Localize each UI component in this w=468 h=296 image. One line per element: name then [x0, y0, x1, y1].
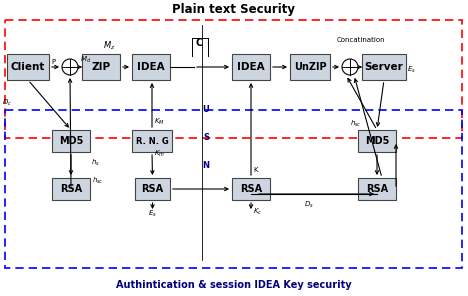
- Text: Concatination: Concatination: [336, 37, 385, 43]
- Text: Authintication & session IDEA Key security: Authintication & session IDEA Key securi…: [116, 280, 352, 290]
- Text: Plain text Security: Plain text Security: [173, 4, 295, 17]
- Text: $h_{sc}$: $h_{sc}$: [350, 119, 362, 129]
- Text: IDEA: IDEA: [237, 62, 265, 72]
- Bar: [5, 110, 462, 268]
- Text: K: K: [253, 167, 257, 173]
- Text: $E_s$: $E_s$: [407, 65, 416, 75]
- Text: Client: Client: [11, 62, 45, 72]
- Text: IDEA: IDEA: [137, 62, 165, 72]
- Text: $M_z$: $M_z$: [103, 40, 115, 52]
- Bar: [358, 130, 396, 152]
- Text: $h_{sc}$: $h_{sc}$: [92, 176, 103, 186]
- Text: R. N. G: R. N. G: [136, 136, 168, 146]
- Bar: [290, 54, 330, 80]
- Bar: [52, 130, 90, 152]
- Text: RSA: RSA: [60, 184, 82, 194]
- Text: N: N: [203, 162, 210, 170]
- Text: P: P: [51, 59, 55, 65]
- Text: $K_m$: $K_m$: [154, 149, 165, 159]
- Text: S: S: [203, 133, 209, 142]
- Bar: [52, 178, 90, 200]
- Text: RSA: RSA: [141, 184, 163, 194]
- Text: $M_d$: $M_d$: [80, 55, 91, 65]
- Bar: [5, 20, 462, 138]
- Text: C: C: [196, 38, 203, 48]
- Bar: [82, 54, 120, 80]
- Bar: [7, 54, 49, 80]
- Bar: [358, 178, 396, 200]
- Bar: [362, 54, 406, 80]
- Bar: [135, 178, 170, 200]
- Text: ZIP: ZIP: [91, 62, 110, 72]
- Text: MD5: MD5: [59, 136, 83, 146]
- Bar: [132, 130, 172, 152]
- Bar: [232, 178, 270, 200]
- Text: $K_c$: $K_c$: [253, 207, 262, 217]
- Text: $K_M$: $K_M$: [154, 117, 165, 127]
- Circle shape: [62, 59, 78, 75]
- Text: RSA: RSA: [366, 184, 388, 194]
- Text: Server: Server: [365, 62, 403, 72]
- Text: $h_s$: $h_s$: [91, 158, 100, 168]
- Text: $E_s$: $E_s$: [148, 209, 157, 219]
- Text: UnZIP: UnZIP: [294, 62, 326, 72]
- Text: RSA: RSA: [240, 184, 262, 194]
- Text: $D_s$: $D_s$: [305, 200, 314, 210]
- Text: $D_c$: $D_c$: [2, 98, 12, 108]
- Bar: [232, 54, 270, 80]
- Text: MD5: MD5: [365, 136, 389, 146]
- Circle shape: [342, 59, 358, 75]
- Bar: [132, 54, 170, 80]
- Text: U: U: [203, 105, 209, 115]
